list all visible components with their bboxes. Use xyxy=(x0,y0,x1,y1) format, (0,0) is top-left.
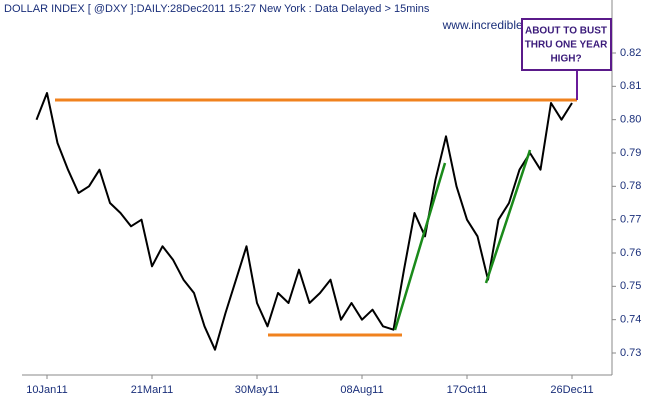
y-tick-label: 0.77 xyxy=(620,214,641,226)
x-tick-label: 08Aug11 xyxy=(340,384,383,396)
callout-box xyxy=(521,18,612,71)
callout-text: ABOUT TO BUST xyxy=(525,26,607,37)
y-tick-label: 0.78 xyxy=(620,180,641,192)
x-tick-label: 17Oct11 xyxy=(447,384,488,396)
chart-title: DOLLAR INDEX [ @DXY ]:DAILY:28Dec2011 15… xyxy=(4,3,430,15)
callout-text: THRU ONE YEAR xyxy=(525,40,608,51)
callout-text: HIGH? xyxy=(550,54,581,65)
x-tick-label: 10Jan11 xyxy=(26,384,67,396)
x-tick-label: 26Dec11 xyxy=(550,384,593,396)
y-tick-label: 0.80 xyxy=(620,114,641,126)
y-tick-label: 0.73 xyxy=(620,347,641,359)
y-tick-label: 0.82 xyxy=(620,47,641,59)
y-tick-label: 0.75 xyxy=(620,280,641,292)
plot: 0.73 0.74 0.75 0.76 0.77 0.78 0.79 0.80 0.81 0.82… xyxy=(26,47,641,396)
y-tick-label: 0.79 xyxy=(620,147,641,159)
x-tick-label: 30May11 xyxy=(235,384,279,396)
y-tick-label: 0.74 xyxy=(620,314,641,326)
y-tick-label: 0.76 xyxy=(620,247,641,259)
trend-line xyxy=(484,149,532,284)
price-line xyxy=(35,92,573,351)
trend-line xyxy=(393,162,447,331)
x-tick-label: 21Mar11 xyxy=(131,384,174,396)
y-tick-label: 0.81 xyxy=(620,80,641,92)
